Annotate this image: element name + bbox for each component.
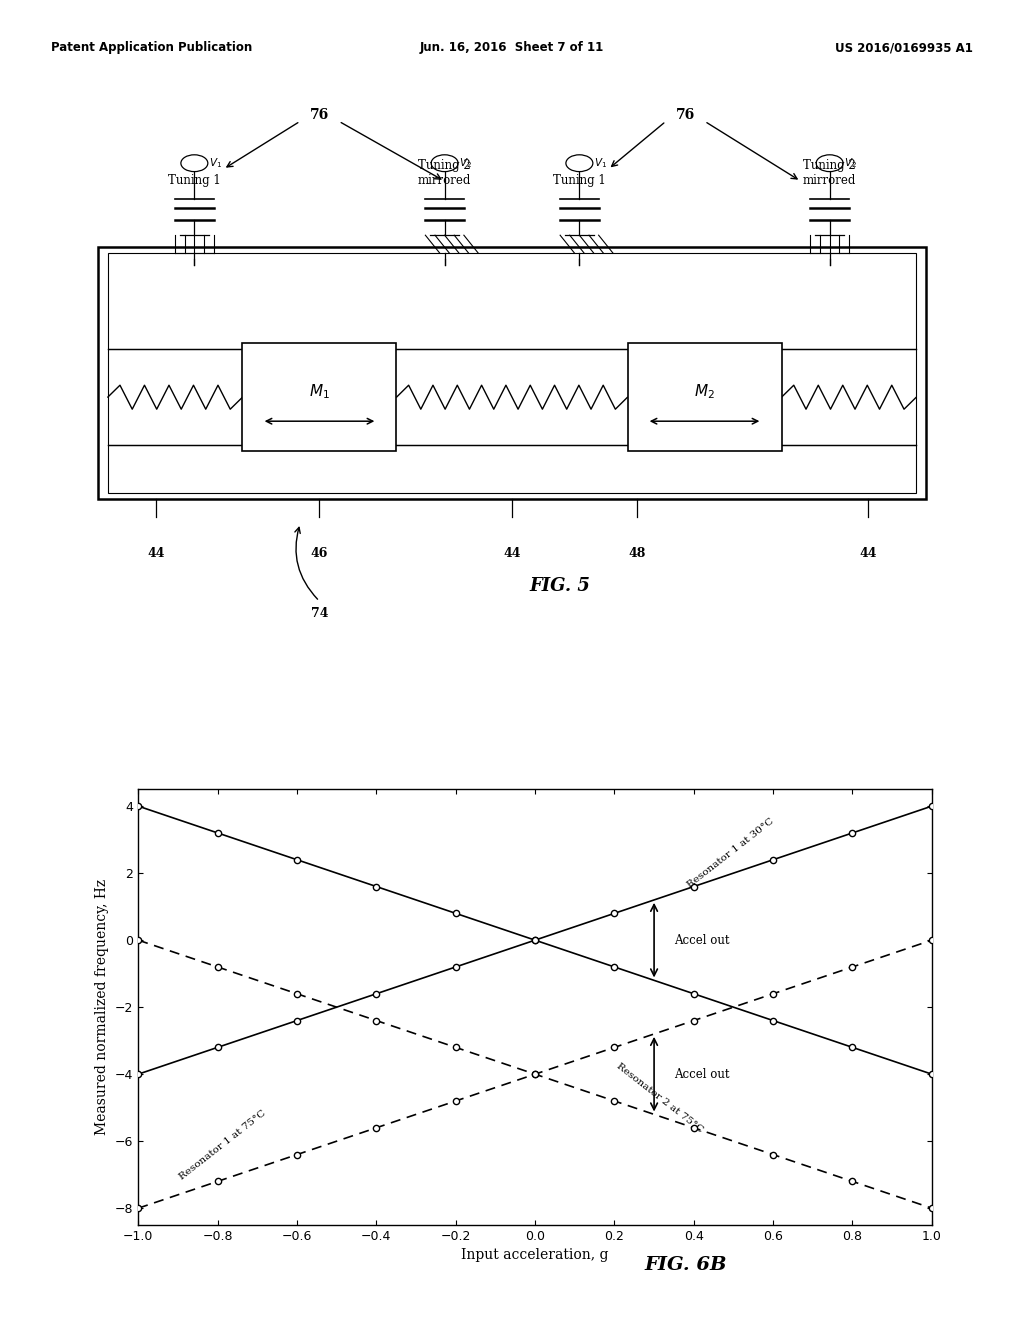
Text: 44: 44 [503, 548, 521, 560]
Text: 46: 46 [311, 548, 328, 560]
Text: $V_2$: $V_2$ [844, 156, 857, 170]
Text: 44: 44 [147, 548, 165, 560]
Text: $M_2$: $M_2$ [694, 381, 715, 400]
Bar [98, 247, 926, 499]
Text: Resonator 2 at 75°C: Resonator 2 at 75°C [614, 1061, 705, 1134]
Text: Accel out: Accel out [674, 933, 729, 946]
Text: Resonator 1 at 30°C: Resonator 1 at 30°C [686, 817, 776, 890]
Text: 76: 76 [310, 108, 329, 123]
Text: US 2016/0169935 A1: US 2016/0169935 A1 [835, 41, 973, 54]
Text: Tuning 2
mirrored: Tuning 2 mirrored [803, 160, 856, 187]
Text: $V_1$: $V_1$ [209, 156, 222, 170]
X-axis label: Input acceleration, g: Input acceleration, g [461, 1249, 609, 1262]
Text: 48: 48 [629, 548, 646, 560]
Bar [628, 343, 781, 451]
Text: $V_1$: $V_1$ [594, 156, 607, 170]
Text: Tuning 1: Tuning 1 [168, 174, 221, 187]
Text: Tuning 1: Tuning 1 [553, 174, 606, 187]
Text: FIG. 5: FIG. 5 [529, 577, 591, 595]
Text: Resonator 1 at 75°C: Resonator 1 at 75°C [178, 1109, 268, 1181]
Text: 76: 76 [676, 108, 695, 123]
Text: 44: 44 [859, 548, 877, 560]
Text: $V_2$: $V_2$ [459, 156, 472, 170]
Text: Jun. 16, 2016  Sheet 7 of 11: Jun. 16, 2016 Sheet 7 of 11 [420, 41, 604, 54]
Text: Accel out: Accel out [674, 1068, 729, 1081]
Text: Patent Application Publication: Patent Application Publication [51, 41, 253, 54]
Text: 74: 74 [310, 607, 329, 620]
Text: $M_1$: $M_1$ [309, 381, 330, 400]
Text: Tuning 2
mirrored: Tuning 2 mirrored [418, 160, 471, 187]
Text: FIG. 6B: FIG. 6B [645, 1255, 727, 1274]
Bar [243, 343, 396, 451]
Y-axis label: Measured normalized frequency, Hz: Measured normalized frequency, Hz [95, 879, 110, 1135]
Bar [108, 253, 916, 494]
